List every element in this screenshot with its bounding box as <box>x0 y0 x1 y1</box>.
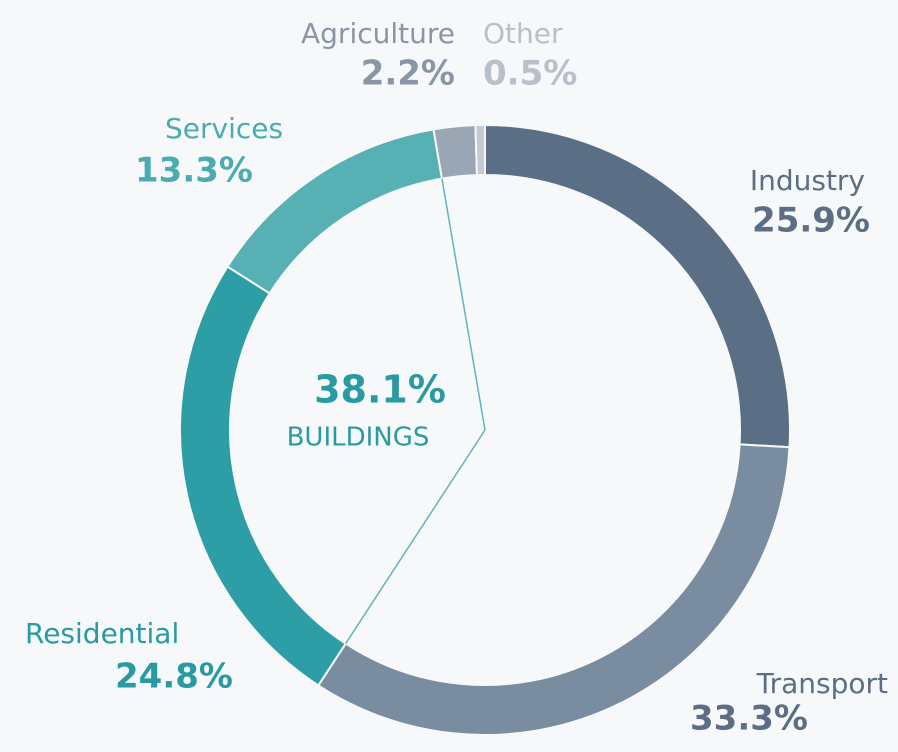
value-label: 2.2% <box>361 54 455 94</box>
value-label: 0.5% <box>483 54 577 94</box>
value-label: 13.3% <box>135 151 253 191</box>
category-label: Services <box>165 112 283 145</box>
value-label: 25.9% <box>752 201 870 241</box>
value-label: 24.8% <box>115 657 233 697</box>
category-label: Agriculture <box>301 17 455 50</box>
buildings-line <box>441 178 486 431</box>
category-label: Residential <box>25 617 179 650</box>
value-label: 33.3% <box>690 699 808 739</box>
donut-segment <box>432 124 479 180</box>
center-value: 38.1% <box>314 368 446 412</box>
category-label: Other <box>483 17 563 50</box>
donut-segment <box>474 123 486 177</box>
buildings-line <box>345 429 486 644</box>
category-label: Industry <box>750 164 865 197</box>
center-label: BUILDINGS <box>287 423 430 453</box>
category-label: Transport <box>756 667 888 700</box>
